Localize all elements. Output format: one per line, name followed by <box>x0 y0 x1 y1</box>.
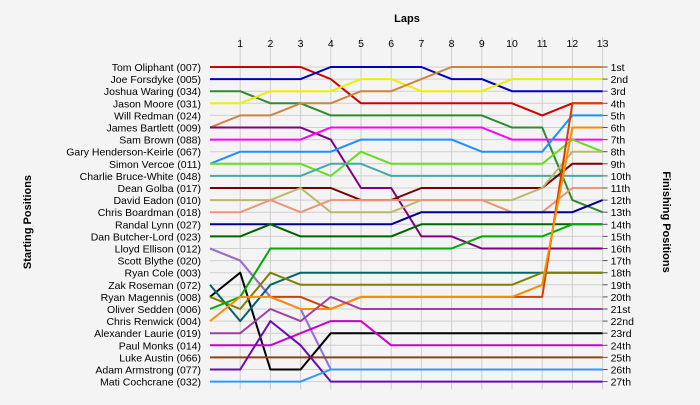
driver-label: Chris Renwick (004) <box>106 316 201 328</box>
lap-tick-label: 11 <box>537 38 548 50</box>
x-axis-title: Laps <box>394 13 420 25</box>
lap-tick-label: 4 <box>328 38 334 50</box>
lap-tick-label: 6 <box>388 38 394 50</box>
finish-position-label: 8th <box>611 147 626 159</box>
driver-label: Lloyd Ellison (012) <box>115 244 201 256</box>
finish-position-label: 25th <box>611 352 632 364</box>
finish-position-label: 2nd <box>611 74 629 86</box>
driver-label: Joe Forsdyke (005) <box>111 74 201 86</box>
driver-label: Will Redman (024) <box>114 110 201 122</box>
driver-label: Sam Brown (088) <box>119 135 201 147</box>
finish-position-label: 4th <box>611 98 626 110</box>
driver-label: Mati Cochcrane (032) <box>100 377 201 389</box>
series-line <box>210 162 603 202</box>
finish-position-label: 27th <box>611 377 632 389</box>
series-line <box>210 368 603 383</box>
lap-tick-label: 5 <box>358 38 364 50</box>
lap-tick-label: 9 <box>479 38 485 50</box>
driver-label: Gary Henderson-Keirle (067) <box>66 147 201 159</box>
finish-position-label: 16th <box>611 244 632 256</box>
series-line <box>210 90 603 214</box>
left-axis-title: Starting Positions <box>22 175 34 269</box>
driver-label: Simon Vercoe (011) <box>109 159 201 171</box>
driver-label: Dan Butcher-Lord (023) <box>91 231 201 243</box>
lap-tick-label: 8 <box>449 38 455 50</box>
finish-position-label: 7th <box>611 135 626 147</box>
driver-label: Chris Boardman (018) <box>98 207 201 219</box>
series-line <box>209 271 603 371</box>
series-line <box>210 223 603 238</box>
series-line <box>210 126 603 141</box>
series-line <box>209 271 603 323</box>
series-line <box>209 66 603 129</box>
driver-label: Adam Armstrong (077) <box>95 365 201 377</box>
finish-position-label: 10th <box>611 171 632 183</box>
series-line <box>209 223 603 310</box>
driver-label: Oliver Sedden (006) <box>107 304 201 316</box>
series-line <box>210 150 603 214</box>
driver-label: Alexander Laurie (019) <box>94 328 201 340</box>
starting-positions-labels: Tom Oliphant (007)Joe Forsdyke (005)Josh… <box>66 62 201 389</box>
lap-tick-label: 7 <box>418 38 424 50</box>
series-line <box>210 320 603 347</box>
driver-label: Randal Lynn (027) <box>115 219 201 231</box>
finish-position-label: 20th <box>611 292 632 304</box>
driver-label: Ryan Magennis (008) <box>101 292 201 304</box>
right-axis-title: Finishing Positions <box>660 171 672 272</box>
series-line <box>210 66 603 93</box>
driver-label: James Bartlett (009) <box>106 123 201 135</box>
lap-tick-label: 2 <box>267 38 273 50</box>
finish-position-label: 22nd <box>611 316 635 328</box>
finish-position-label: 17th <box>611 256 632 268</box>
finish-position-label: 1st <box>611 62 625 74</box>
finish-position-label: 23rd <box>611 328 632 340</box>
finish-position-label: 21st <box>611 304 631 316</box>
driver-label: Jason Moore (031) <box>113 98 201 110</box>
finish-position-label: 6th <box>611 123 626 135</box>
lap-tick-label: 1 <box>237 38 243 50</box>
series-lines <box>209 66 603 383</box>
finish-position-label: 12th <box>611 195 632 207</box>
series-line <box>209 271 603 310</box>
finish-position-label: 26th <box>611 365 632 377</box>
lap-tick-label: 12 <box>567 38 579 50</box>
driver-label: Charlie Bruce-White (048) <box>80 171 201 183</box>
driver-label: Paul Monks (014) <box>119 340 201 352</box>
series-line <box>209 126 603 322</box>
series-line <box>210 320 603 383</box>
finish-position-label: 18th <box>611 268 632 280</box>
finish-position-label: 13th <box>611 207 632 219</box>
series-line <box>210 295 603 335</box>
series-line <box>210 162 603 177</box>
driver-label: Dean Golba (017) <box>118 183 201 195</box>
lap-tick-label: 3 <box>298 38 304 50</box>
driver-label: Joshua Waring (034) <box>104 86 201 98</box>
series-line <box>209 114 603 165</box>
driver-label: Zak Roseman (072) <box>108 280 201 292</box>
series-line <box>210 199 603 226</box>
driver-label: Tom Oliphant (007) <box>112 62 201 74</box>
lap-tick-label: 13 <box>597 38 609 50</box>
driver-label: Luke Austin (066) <box>119 352 201 364</box>
finish-position-label: 15th <box>611 231 632 243</box>
finish-position-label: 19th <box>611 280 632 292</box>
finish-position-label: 9th <box>611 159 626 171</box>
finish-position-label: 14th <box>611 219 632 231</box>
finish-position-label: 3rd <box>611 86 626 98</box>
lap-tick-label: 10 <box>506 38 518 50</box>
finish-position-label: 11th <box>611 183 631 195</box>
finishing-positions-labels: 1st2nd3rd4th5th6th7th8th9th10th11th12th1… <box>602 62 635 389</box>
finish-position-label: 24th <box>611 340 632 352</box>
series-line <box>210 66 603 117</box>
series-line <box>210 126 603 250</box>
finish-position-label: 5th <box>611 110 626 122</box>
driver-label: David Eadon (010) <box>113 195 201 207</box>
driver-label: Scott Blythe (020) <box>118 256 201 268</box>
series-line <box>210 138 603 177</box>
lap-ticks: 1 2 3 4 5 6 7 8 9 10 11 12 13 <box>237 38 608 50</box>
driver-label: Ryan Cole (003) <box>125 268 201 280</box>
